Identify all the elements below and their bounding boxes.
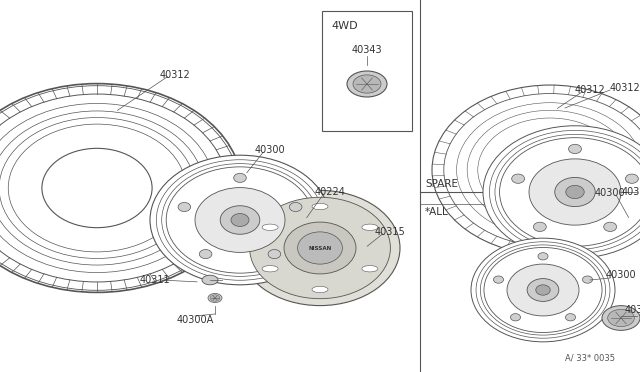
Ellipse shape xyxy=(150,155,330,285)
Ellipse shape xyxy=(240,190,400,306)
Text: 40311: 40311 xyxy=(140,275,170,285)
Ellipse shape xyxy=(608,310,634,327)
Text: 40343: 40343 xyxy=(352,45,382,55)
Ellipse shape xyxy=(262,224,278,230)
Ellipse shape xyxy=(210,295,220,301)
Ellipse shape xyxy=(602,306,640,330)
Ellipse shape xyxy=(347,71,387,97)
Text: 40300: 40300 xyxy=(595,188,625,198)
Ellipse shape xyxy=(178,202,191,212)
Ellipse shape xyxy=(42,148,152,228)
Text: 40300: 40300 xyxy=(605,270,636,280)
Ellipse shape xyxy=(568,144,582,154)
Ellipse shape xyxy=(208,294,222,302)
Ellipse shape xyxy=(555,177,595,206)
Ellipse shape xyxy=(566,185,584,199)
Text: 4WD: 4WD xyxy=(331,21,358,31)
Text: 40343: 40343 xyxy=(625,305,640,315)
Ellipse shape xyxy=(582,276,593,283)
Ellipse shape xyxy=(476,242,610,338)
Text: 40312: 40312 xyxy=(159,70,190,80)
Text: 40224: 40224 xyxy=(315,187,346,197)
Ellipse shape xyxy=(250,197,390,299)
Ellipse shape xyxy=(512,174,525,183)
Ellipse shape xyxy=(199,250,212,259)
Ellipse shape xyxy=(490,131,640,254)
Ellipse shape xyxy=(538,253,548,260)
Text: A/ 33* 0035: A/ 33* 0035 xyxy=(565,353,615,362)
Ellipse shape xyxy=(202,275,218,285)
Text: 40300: 40300 xyxy=(622,187,640,197)
Ellipse shape xyxy=(529,159,621,225)
Ellipse shape xyxy=(268,250,281,259)
Ellipse shape xyxy=(195,187,285,252)
Ellipse shape xyxy=(511,314,520,321)
Ellipse shape xyxy=(162,164,318,276)
Ellipse shape xyxy=(483,126,640,258)
Text: 40300A: 40300A xyxy=(177,315,214,325)
Ellipse shape xyxy=(604,222,616,231)
Text: SPARE: SPARE xyxy=(425,179,458,189)
Ellipse shape xyxy=(166,167,314,273)
Text: NISSAN: NISSAN xyxy=(308,246,332,250)
Ellipse shape xyxy=(507,264,579,316)
Text: 40312: 40312 xyxy=(575,85,605,95)
Ellipse shape xyxy=(289,202,302,212)
Ellipse shape xyxy=(156,160,324,280)
Ellipse shape xyxy=(284,222,356,274)
Ellipse shape xyxy=(505,138,595,202)
Text: 40312: 40312 xyxy=(610,83,640,93)
Ellipse shape xyxy=(353,75,381,93)
Ellipse shape xyxy=(220,206,260,234)
FancyBboxPatch shape xyxy=(322,11,412,131)
Ellipse shape xyxy=(262,266,278,272)
Ellipse shape xyxy=(493,276,504,283)
Text: *ALL: *ALL xyxy=(425,207,449,217)
Ellipse shape xyxy=(625,174,638,183)
Ellipse shape xyxy=(484,247,602,333)
Text: 40315: 40315 xyxy=(374,227,405,237)
Ellipse shape xyxy=(471,238,615,342)
Ellipse shape xyxy=(312,286,328,293)
Ellipse shape xyxy=(231,214,249,227)
Ellipse shape xyxy=(533,222,547,231)
Ellipse shape xyxy=(312,203,328,210)
Ellipse shape xyxy=(362,224,378,230)
Text: 40300: 40300 xyxy=(255,145,285,155)
Ellipse shape xyxy=(495,134,640,250)
Ellipse shape xyxy=(566,314,575,321)
Ellipse shape xyxy=(527,279,559,301)
Ellipse shape xyxy=(481,245,605,335)
Ellipse shape xyxy=(234,173,246,182)
Ellipse shape xyxy=(362,266,378,272)
Ellipse shape xyxy=(298,232,342,264)
Ellipse shape xyxy=(500,138,640,246)
Ellipse shape xyxy=(536,285,550,295)
